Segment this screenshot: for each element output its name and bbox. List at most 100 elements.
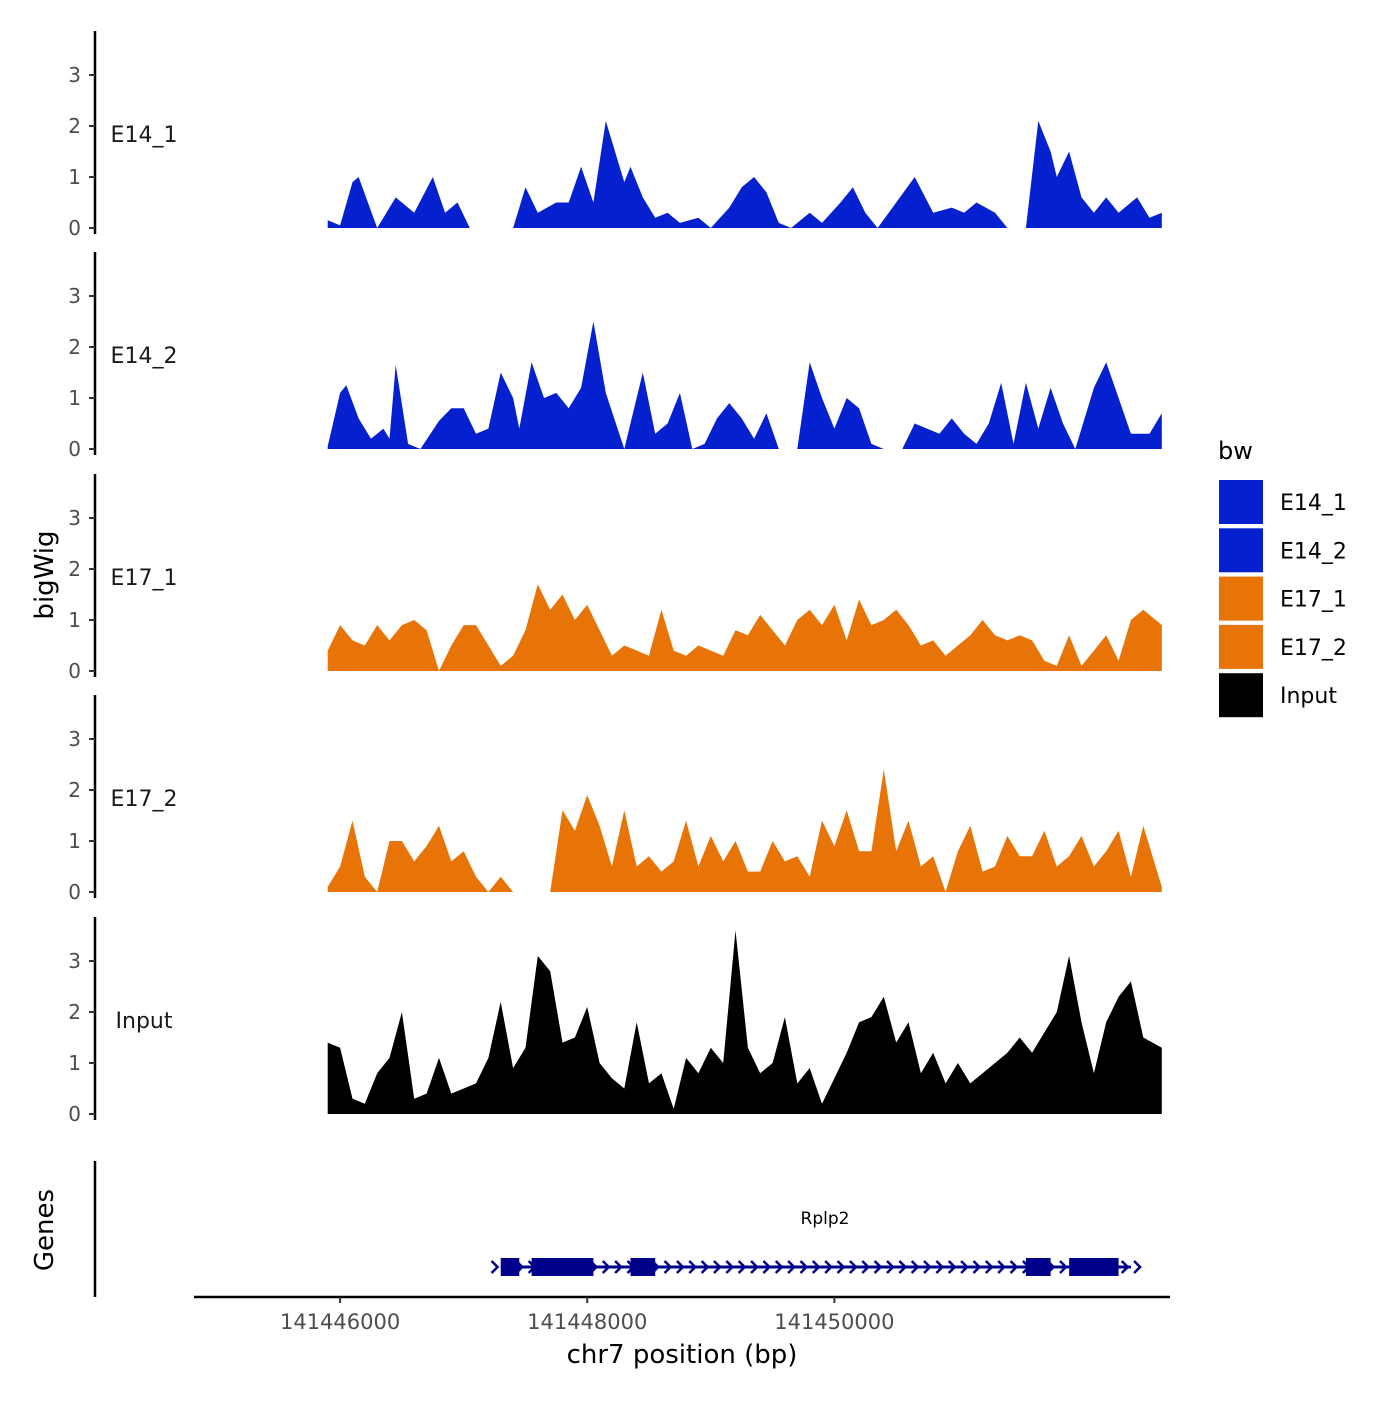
y-tick-label: 3 [68, 284, 81, 308]
strand-arrow [898, 1260, 908, 1274]
y-tick-label: 2 [68, 114, 81, 138]
genes-track: Rplp2 [93, 1161, 1142, 1297]
strand-arrow [700, 1260, 710, 1274]
strand-arrow [935, 1260, 945, 1274]
y-tick-label: 3 [68, 727, 81, 751]
strand-arrow [1059, 1260, 1068, 1274]
strand-arrow [984, 1260, 994, 1274]
strand-arrow [910, 1260, 920, 1274]
genes-track-title: Genes [30, 1189, 60, 1271]
strand-arrow [960, 1260, 969, 1274]
track-E14_2: 0 1 2 3 E14_2 [68, 252, 1162, 461]
strand-arrow [490, 1260, 500, 1274]
legend-label: E14_1 [1280, 491, 1347, 516]
exon [1069, 1258, 1119, 1276]
strand-arrow [836, 1260, 846, 1274]
y-tick-label: 3 [68, 506, 81, 530]
strand-arrow [1009, 1260, 1019, 1274]
y-tick-label: 1 [68, 608, 81, 632]
area-E17_1 [327, 584, 1162, 671]
strand-arrow [824, 1260, 833, 1274]
y-tick-label: 2 [68, 335, 81, 359]
legend-swatch-Input [1219, 673, 1263, 718]
track-label: E14_2 [111, 344, 178, 369]
x-tick-label: 141448000 [527, 1310, 647, 1334]
legend-label: Input [1280, 684, 1337, 709]
legend-swatch-E14_2 [1219, 528, 1263, 573]
y-axis-title: bigWig [30, 530, 60, 619]
track-label: Input [116, 1009, 173, 1034]
area-E14_1 [327, 120, 1162, 228]
track-E14_1: 0 1 2 3 E14_1 [68, 31, 1162, 240]
strand-arrow [1120, 1260, 1130, 1274]
y-tick-label: 0 [68, 437, 81, 461]
strand-arrow [972, 1260, 982, 1274]
y-tick-label: 2 [68, 778, 81, 802]
legend-label: E17_2 [1280, 636, 1347, 661]
strand-arrow [1133, 1260, 1142, 1274]
x-tick-label: 141450000 [774, 1310, 894, 1334]
strand-arrow [750, 1260, 759, 1274]
strand-arrow [997, 1260, 1006, 1274]
y-tick-label: 1 [68, 165, 81, 189]
strand-arrow [811, 1260, 821, 1274]
strand-arrow [614, 1260, 623, 1274]
exon [531, 1258, 594, 1276]
strand-arrow [737, 1260, 747, 1274]
track-label: E14_1 [111, 123, 178, 148]
tracks-layer: 0 1 2 3 E14_1 0 1 2 3 E14_2 0 1 2 3 E17_1 0 1 2 3 E17_2 0 1 2 3… [68, 31, 1162, 1126]
legend-items: E14_1 E14_2 E17_1 E17_2 Input [1219, 480, 1347, 718]
strand-arrow [601, 1260, 611, 1274]
y-tick-label: 2 [68, 1000, 81, 1024]
track-Input: 0 1 2 3 Input [68, 917, 1162, 1126]
strand-arrow [849, 1260, 858, 1274]
y-tick-label: 0 [68, 659, 81, 683]
legend-label: E17_1 [1280, 588, 1347, 613]
gene-name-label: Rplp2 [801, 1209, 850, 1229]
y-tick-label: 1 [68, 829, 81, 853]
y-tick-label: 2 [68, 557, 81, 581]
strand-arrow [762, 1260, 772, 1274]
area-E17_2 [327, 769, 1162, 892]
area-E14_2 [327, 321, 1162, 449]
legend-label: E14_2 [1280, 539, 1347, 564]
strand-arrow [799, 1260, 809, 1274]
strand-arrow [923, 1260, 932, 1274]
track-E17_1: 0 1 2 3 E17_1 [68, 474, 1162, 683]
y-tick-label: 0 [68, 880, 81, 904]
area-Input [327, 930, 1162, 1114]
exon [630, 1258, 656, 1276]
legend-swatch-E17_1 [1219, 576, 1263, 621]
y-tick-label: 0 [68, 1102, 81, 1126]
track-label: E17_1 [111, 566, 178, 591]
legend-swatch-E14_1 [1219, 480, 1263, 524]
strand-arrow [873, 1260, 883, 1274]
y-tick-label: 1 [68, 386, 81, 410]
y-tick-label: 3 [68, 949, 81, 973]
track-E17_2: 0 1 2 3 E17_2 [68, 695, 1162, 904]
y-tick-label: 3 [68, 63, 81, 87]
strand-arrow [947, 1260, 957, 1274]
legend: bw E14_1 E14_2 E17_1 E17_2 Input [1218, 437, 1347, 718]
legend-swatch-E17_2 [1219, 624, 1263, 669]
x-axis-title: chr7 position (bp) [567, 1340, 798, 1370]
exon [1025, 1258, 1051, 1276]
strand-arrow [774, 1260, 784, 1274]
strand-arrow [787, 1260, 796, 1274]
x-tick-label: 141446000 [280, 1310, 400, 1334]
x-axis: 141446000 141448000 141450000 [194, 1295, 1170, 1334]
strand-arrow [663, 1260, 673, 1274]
strand-arrow [861, 1260, 871, 1274]
track-label: E17_2 [111, 787, 178, 812]
legend-title: bw [1218, 437, 1253, 465]
strand-arrow [725, 1260, 735, 1274]
y-tick-label: 0 [68, 216, 81, 240]
strand-arrow [886, 1260, 895, 1274]
y-tick-label: 1 [68, 1051, 81, 1075]
strand-arrow [713, 1260, 722, 1274]
exon [500, 1258, 520, 1276]
strand-arrow [676, 1260, 685, 1274]
strand-arrow [688, 1260, 698, 1274]
